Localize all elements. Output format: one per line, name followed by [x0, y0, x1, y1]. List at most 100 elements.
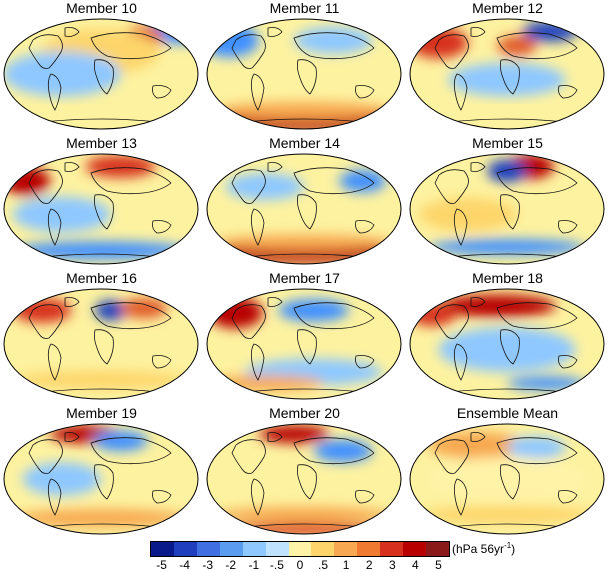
panel-title: Member 17 [269, 270, 340, 286]
panel-title: Member 15 [472, 135, 543, 151]
map-panel: Member 20 [203, 405, 406, 547]
map-panel: Member 16 [0, 270, 203, 412]
anomaly-region [215, 102, 393, 120]
map-panel: Member 10 [0, 0, 203, 142]
coastline [470, 432, 486, 442]
coastline [42, 118, 160, 123]
coastline [64, 432, 80, 442]
anomaly-region [22, 462, 101, 496]
colorbar-swatch [426, 542, 449, 556]
colorbar-swatch [334, 542, 358, 556]
coastline [64, 27, 80, 37]
world-map [206, 18, 402, 130]
coastline [64, 297, 80, 307]
anomaly-region [418, 197, 517, 232]
anomaly-region [438, 327, 576, 372]
anomaly-region [428, 456, 586, 502]
colorbar-tick-label: -4 [179, 558, 190, 572]
anomaly-region [12, 241, 190, 260]
coastline [47, 208, 62, 246]
colorbar-swatch [173, 542, 197, 556]
anomaly-region [507, 436, 566, 459]
colorbar-strip [150, 541, 450, 557]
world-map [206, 288, 402, 400]
coastline [245, 523, 363, 528]
coastline [93, 59, 114, 95]
coastline [296, 329, 317, 365]
anomaly-region [507, 376, 586, 390]
coastline [47, 73, 62, 111]
coastline [93, 464, 114, 500]
anomaly-region [120, 298, 168, 319]
coastline [558, 220, 578, 234]
panel-title: Member 14 [269, 135, 340, 151]
anomaly-region [12, 509, 190, 528]
colorbar-tick-label: -1 [248, 558, 260, 572]
coastline [250, 208, 265, 246]
coastline [558, 85, 578, 99]
coastline [267, 432, 283, 442]
panel-title: Member 20 [269, 405, 340, 421]
coastline [296, 464, 317, 500]
anomaly-region [93, 430, 149, 451]
anomaly-region [278, 299, 350, 322]
units-exponent: -1 [504, 541, 512, 550]
colorbar-units: (hPa 56yr-1) [452, 541, 515, 556]
coastline [267, 162, 283, 172]
map-panel: Member 13 [0, 135, 203, 277]
coastline [267, 27, 283, 37]
panel-title: Member 12 [472, 0, 543, 16]
panel-title: Member 16 [66, 270, 137, 286]
world-map [3, 18, 199, 130]
coastline [93, 329, 114, 365]
coastline [296, 59, 317, 95]
world-map [3, 153, 199, 265]
coastline [90, 302, 172, 330]
map-border [206, 423, 402, 535]
coastline [293, 437, 375, 465]
coastline [267, 297, 283, 307]
anomaly-region [215, 234, 393, 251]
world-map [409, 288, 605, 400]
colorbar-swatch [403, 542, 427, 556]
coastline [558, 355, 578, 369]
units-text: (hPa 56yr [452, 542, 505, 556]
coastline [64, 162, 80, 172]
anomaly-region [497, 35, 537, 57]
colorbar-tick-label: 3 [388, 558, 396, 572]
coastline [470, 297, 486, 307]
coastline [448, 388, 566, 393]
coastline [245, 118, 363, 123]
anomaly-region [215, 507, 393, 523]
coastline [90, 167, 172, 195]
coastline [90, 437, 172, 465]
coastline [47, 478, 62, 516]
panel-title: Member 10 [66, 0, 137, 16]
coastline [28, 34, 63, 69]
colorbar-tick-label: .5 [318, 558, 329, 572]
coastline [496, 32, 578, 60]
anomaly-region [294, 26, 373, 54]
coastline [90, 32, 172, 60]
map-border [3, 423, 199, 535]
anomaly-region [4, 166, 51, 196]
units-close: ) [511, 542, 516, 556]
panel-title: Ensemble Mean [456, 405, 559, 421]
anomaly-region [4, 51, 121, 97]
coastline [152, 85, 172, 99]
coastline [231, 439, 266, 474]
coastline [296, 194, 317, 230]
coastline [558, 490, 578, 504]
coastline [453, 73, 468, 111]
anomaly-region [215, 523, 393, 534]
map-panel: Member 17 [203, 270, 406, 412]
coastline [499, 59, 520, 95]
world-map [206, 153, 402, 265]
coastline [499, 329, 520, 365]
colorbar-tick-label: 1 [342, 558, 350, 572]
coastline [152, 490, 172, 504]
world-map [409, 153, 605, 265]
colorbar-tick-label: -3 [202, 558, 214, 572]
world-map [409, 18, 605, 130]
coastline [42, 388, 160, 393]
